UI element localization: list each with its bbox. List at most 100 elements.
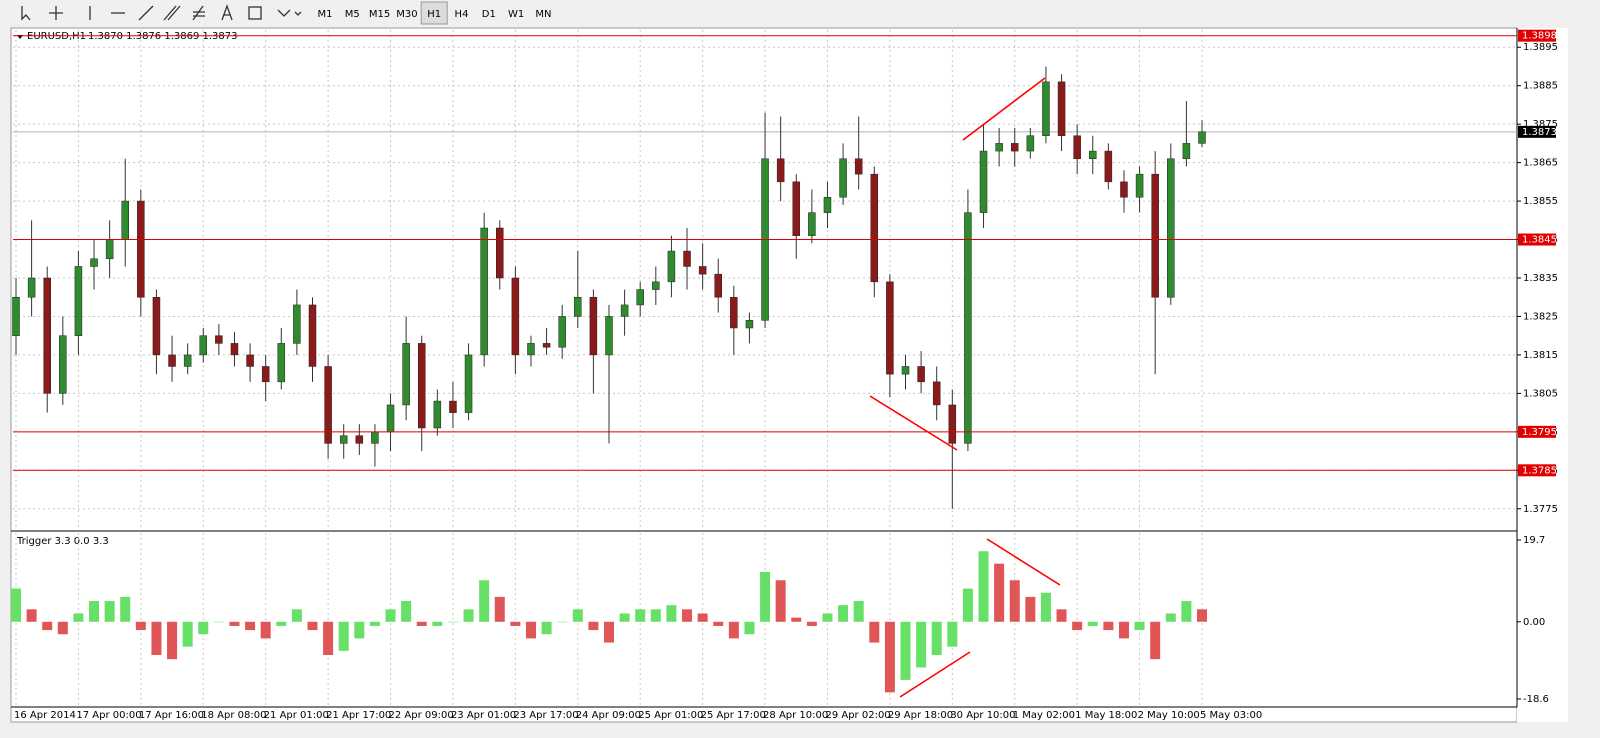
histogram-bar xyxy=(1134,621,1145,631)
timeframe-label[interactable]: M15 xyxy=(369,9,390,20)
level-tag xyxy=(1518,233,1556,246)
candle-body xyxy=(776,158,785,183)
x-tick-label: 2 May 10:00 xyxy=(1138,710,1200,721)
text-icon[interactable] xyxy=(221,4,233,21)
timeframe-button[interactable] xyxy=(339,2,366,24)
trend-lines xyxy=(869,77,1061,698)
chart-title: EURUSD,H1 xyxy=(27,31,86,42)
level-tag xyxy=(1518,29,1556,42)
histogram-bar xyxy=(962,588,973,622)
y-tick-label: 1.3895 xyxy=(1523,42,1558,53)
x-tick-label: 21 Apr 01:00 xyxy=(264,710,329,721)
histogram-bar xyxy=(682,609,693,622)
histogram-bar xyxy=(619,613,630,622)
timeframe-label[interactable]: W1 xyxy=(508,9,524,20)
label-icon[interactable] xyxy=(248,6,262,20)
histogram-bar xyxy=(853,601,864,622)
timeframe-label[interactable]: M1 xyxy=(318,9,333,20)
y-tick-label: 1.3815 xyxy=(1523,350,1558,361)
candle-body xyxy=(355,435,364,444)
y-tick-label: -18.6 xyxy=(1523,694,1549,705)
histogram-bar xyxy=(1103,621,1114,631)
x-tick-label: 30 Apr 10:00 xyxy=(950,710,1015,721)
timeframe-label[interactable]: D1 xyxy=(482,9,496,20)
trendline-icon[interactable] xyxy=(138,5,154,21)
histogram-bar xyxy=(338,621,349,651)
last-price-tag xyxy=(1518,125,1556,138)
histogram-bar xyxy=(994,563,1005,622)
candle-body xyxy=(1182,143,1191,160)
histogram-bar xyxy=(416,621,427,626)
histogram-bar xyxy=(572,609,583,622)
x-tick-label: 16 Apr 2014 xyxy=(14,710,76,721)
histogram-bar xyxy=(604,621,614,643)
x-tick-label: 5 May 03:00 xyxy=(1200,710,1262,721)
candle-body xyxy=(324,366,332,444)
candle-body xyxy=(371,431,379,444)
cursor-icon[interactable] xyxy=(21,6,31,21)
trend-line xyxy=(962,77,1046,141)
timeframe-label[interactable]: H4 xyxy=(455,9,469,20)
level-label: 1.3845 xyxy=(1522,235,1557,246)
timeframe-button[interactable] xyxy=(420,1,448,25)
histogram-bar xyxy=(1197,609,1207,622)
y-tick-label: 1.3805 xyxy=(1523,388,1558,399)
histogram-bar xyxy=(1150,621,1161,660)
histogram-bar xyxy=(104,601,115,622)
candle-body xyxy=(121,200,129,240)
crosshair-icon[interactable] xyxy=(49,6,63,20)
histogram-bar xyxy=(73,613,84,622)
timeframe-button[interactable] xyxy=(475,2,502,24)
timeframe-button[interactable] xyxy=(448,2,475,24)
candle-body xyxy=(1198,131,1206,144)
trend-line xyxy=(986,538,1061,586)
timeframe-button[interactable] xyxy=(503,2,530,24)
histogram-bar xyxy=(791,617,802,622)
histogram-bar xyxy=(354,621,365,639)
histogram-bar xyxy=(1025,596,1036,622)
timeframe-button[interactable] xyxy=(366,2,393,24)
tool-icons xyxy=(21,4,302,21)
histogram-bar xyxy=(1181,601,1192,622)
fibo-icon[interactable] xyxy=(192,5,205,21)
x-tick-label: 29 Apr 02:00 xyxy=(825,710,890,721)
indicator-title: Trigger 3.3 0.0 3.3 xyxy=(16,536,109,547)
candle-body xyxy=(480,227,488,356)
candle-body xyxy=(27,277,36,298)
timeframe-label[interactable]: H1 xyxy=(427,9,441,20)
timeframe-label[interactable]: M30 xyxy=(396,9,417,20)
timeframe-button[interactable] xyxy=(530,2,557,24)
histogram-bar xyxy=(1165,613,1176,622)
candle-body xyxy=(215,335,223,344)
timeframe-button[interactable] xyxy=(393,2,420,24)
candle-body xyxy=(105,239,114,260)
timeframe-button[interactable] xyxy=(312,2,338,24)
x-tick-label: 1 May 18:00 xyxy=(1075,710,1137,721)
x-tick-label: 21 Apr 17:00 xyxy=(326,710,391,721)
candle-body xyxy=(745,320,754,329)
candle-body xyxy=(964,212,972,444)
timeframe-label[interactable]: MN xyxy=(535,9,551,20)
candle-body xyxy=(90,258,98,267)
candle-body xyxy=(152,296,161,356)
toolbar xyxy=(0,0,1600,26)
y-tick-label: 19.7 xyxy=(1523,535,1545,546)
y-tick-label: 1.3775 xyxy=(1523,504,1558,515)
arrows-icon[interactable] xyxy=(277,9,302,17)
candle-body xyxy=(730,296,738,329)
histogram-bar xyxy=(650,609,661,622)
histogram-bar xyxy=(978,551,989,622)
candle-body xyxy=(12,296,20,336)
histogram-bar xyxy=(1056,609,1067,622)
candle-body xyxy=(246,354,254,367)
channel-icon[interactable] xyxy=(163,5,181,21)
candle-body xyxy=(293,304,301,344)
histogram-bar xyxy=(26,609,37,622)
candle-body xyxy=(714,273,722,298)
histogram-bar xyxy=(447,621,458,623)
x-tick-label: 22 Apr 09:00 xyxy=(389,710,454,721)
timeframe-label[interactable]: M5 xyxy=(345,9,360,20)
candle-body xyxy=(511,277,520,356)
